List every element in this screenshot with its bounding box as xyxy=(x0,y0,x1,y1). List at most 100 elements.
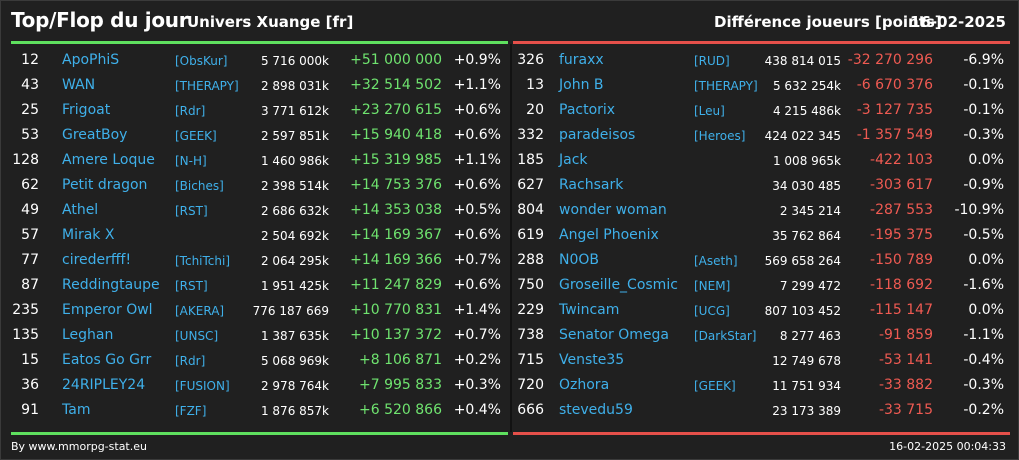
alliance-link[interactable]: [FUSION] xyxy=(175,379,230,393)
player-name-link[interactable]: John B xyxy=(559,77,604,93)
alliance-link[interactable]: [Heroes] xyxy=(694,129,746,143)
rank-cell: 36 xyxy=(21,377,39,393)
points-change-cell: -118 692 xyxy=(870,277,933,293)
player-name-link[interactable]: Pactorix xyxy=(559,102,616,118)
player-name-link[interactable]: 24RIPLEY24 xyxy=(62,377,146,393)
player-name-link[interactable]: Frigoat xyxy=(62,102,111,118)
total-points-cell: 1 876 857k xyxy=(260,404,329,418)
total-points-cell: 2 345 214 xyxy=(779,204,841,218)
percent-change-cell: +1.1% xyxy=(453,152,501,168)
rank-cell: 738 xyxy=(517,327,544,343)
rank-cell: 288 xyxy=(517,252,544,268)
player-name-link[interactable]: WAN xyxy=(62,77,96,93)
rank-cell: 15 xyxy=(21,352,39,368)
percent-change-cell: +0.7% xyxy=(453,327,501,343)
player-name-link[interactable]: Twincam xyxy=(559,302,620,318)
flop-row: 326 furaxx [RUD] 438 814 015 -32 270 296 -6.9… xyxy=(513,48,1010,73)
percent-change-cell: +0.6% xyxy=(453,227,501,243)
points-change-cell: -303 617 xyxy=(870,177,933,193)
flop-row: 229 Twincam [UCG] 807 103 452 -115 147 0.0% xyxy=(513,298,1010,323)
top-row: 135 Leghan [UNSC] 1 387 635k +10 137 372 +0.7… xyxy=(11,323,508,348)
player-name-link[interactable]: cirederfff! xyxy=(62,252,132,268)
alliance-link[interactable]: [UNSC] xyxy=(175,329,219,343)
percent-change-cell: -0.1% xyxy=(963,102,1004,118)
points-change-cell: +7 995 833 xyxy=(359,377,442,393)
alliance-link[interactable]: [Aseth] xyxy=(694,254,738,268)
alliance-link[interactable]: [THERAPY] xyxy=(175,79,239,93)
percent-change-cell: 0.0% xyxy=(968,152,1004,168)
rank-cell: 25 xyxy=(21,102,39,118)
player-name-link[interactable]: Athel xyxy=(62,202,99,218)
alliance-link[interactable]: [RST] xyxy=(175,204,208,218)
player-name-link[interactable]: furaxx xyxy=(559,52,604,68)
alliance-link[interactable]: [FZF] xyxy=(175,404,207,418)
total-points-cell: 5 716 000k xyxy=(260,54,329,68)
alliance-link[interactable]: [ObsKur] xyxy=(175,54,228,68)
alliance-link[interactable]: [Rdr] xyxy=(175,354,206,368)
player-name-link[interactable]: Amere Loque xyxy=(62,152,155,168)
rank-cell: 332 xyxy=(517,127,544,143)
rank-cell: 87 xyxy=(21,277,39,293)
points-change-cell: +11 247 829 xyxy=(350,277,442,293)
total-points-cell: 438 814 015 xyxy=(764,54,841,68)
top-row: 235 Emperor Owl [AKERA] 776 187 669 +10 770 … xyxy=(11,298,508,323)
alliance-link[interactable]: [Leu] xyxy=(694,104,725,118)
player-name-link[interactable]: N0OB xyxy=(559,252,600,268)
player-name-link[interactable]: Rachsark xyxy=(559,177,624,193)
alliance-link[interactable]: [AKERA] xyxy=(175,304,225,318)
alliance-link[interactable]: [Rdr] xyxy=(175,104,206,118)
total-points-cell: 2 597 851k xyxy=(260,129,329,143)
alliance-link[interactable]: [N-H] xyxy=(175,154,207,168)
points-change-cell: +8 106 871 xyxy=(359,352,442,368)
player-name-link[interactable]: GreatBoy xyxy=(62,127,128,143)
player-name-link[interactable]: wonder woman xyxy=(559,202,667,218)
alliance-link[interactable]: [GEEK] xyxy=(694,379,736,393)
percent-change-cell: +0.4% xyxy=(453,402,501,418)
points-change-cell: +6 520 866 xyxy=(359,402,442,418)
total-points-cell: 807 103 452 xyxy=(764,304,841,318)
percent-change-cell: -0.1% xyxy=(963,77,1004,93)
player-name-link[interactable]: Jack xyxy=(559,152,588,168)
player-name-link[interactable]: Mirak X xyxy=(62,227,115,243)
rank-cell: 715 xyxy=(517,352,544,368)
player-name-link[interactable]: Senator Omega xyxy=(559,327,669,343)
flop-row: 715 Venste35 12 749 678 -53 141 -0.4% xyxy=(513,348,1010,373)
player-name-link[interactable]: ApoPhiS xyxy=(62,52,120,68)
player-name-link[interactable]: stevedu59 xyxy=(559,402,633,418)
percent-change-cell: -0.4% xyxy=(963,352,1004,368)
player-name-link[interactable]: Petit dragon xyxy=(62,177,148,193)
player-name-link[interactable]: Angel Phoenix xyxy=(559,227,659,243)
alliance-link[interactable]: [GEEK] xyxy=(175,129,217,143)
points-change-cell: -91 859 xyxy=(878,327,933,343)
flop-row: 288 N0OB [Aseth] 569 658 264 -150 789 0.0% xyxy=(513,248,1010,273)
alliance-link[interactable]: [NEM] xyxy=(694,279,731,293)
points-change-cell: +14 353 038 xyxy=(350,202,442,218)
player-name-link[interactable]: Ozhora xyxy=(559,377,610,393)
player-name-link[interactable]: Eatos Go Grr xyxy=(62,352,152,368)
player-name-link[interactable]: Reddingtaupe xyxy=(62,277,160,293)
percent-change-cell: +1.1% xyxy=(453,77,501,93)
alliance-link[interactable]: [THERAPY] xyxy=(694,79,758,93)
player-name-link[interactable]: paradeisos xyxy=(559,127,636,143)
total-points-cell: 2 064 295k xyxy=(260,254,329,268)
alliance-link[interactable]: [Biches] xyxy=(175,179,224,193)
alliance-link[interactable]: [RUD] xyxy=(694,54,730,68)
page-title: Top/Flop du jour xyxy=(11,8,189,32)
player-name-link[interactable]: Leghan xyxy=(62,327,114,343)
flop-row: 804 wonder woman 2 345 214 -287 553 -10.9% xyxy=(513,198,1010,223)
alliance-link[interactable]: [RST] xyxy=(175,279,208,293)
player-name-link[interactable]: Venste35 xyxy=(559,352,625,368)
top-bar-upper xyxy=(11,41,508,44)
player-name-link[interactable]: Emperor Owl xyxy=(62,302,153,318)
alliance-link[interactable]: [UCG] xyxy=(694,304,730,318)
points-change-cell: -32 270 296 xyxy=(847,52,933,68)
alliance-link[interactable]: [TchiTchi] xyxy=(175,254,231,268)
flop-row: 332 paradeisos [Heroes] 424 022 345 -1 357 5… xyxy=(513,123,1010,148)
alliance-link[interactable]: [DarkStar] xyxy=(694,329,757,343)
panel-divider xyxy=(510,44,512,432)
flop-bar-upper xyxy=(513,41,1010,44)
rank-cell: 135 xyxy=(12,327,39,343)
player-name-link[interactable]: Tam xyxy=(62,402,91,418)
player-name-link[interactable]: Groseille_Cosmic xyxy=(559,277,678,293)
